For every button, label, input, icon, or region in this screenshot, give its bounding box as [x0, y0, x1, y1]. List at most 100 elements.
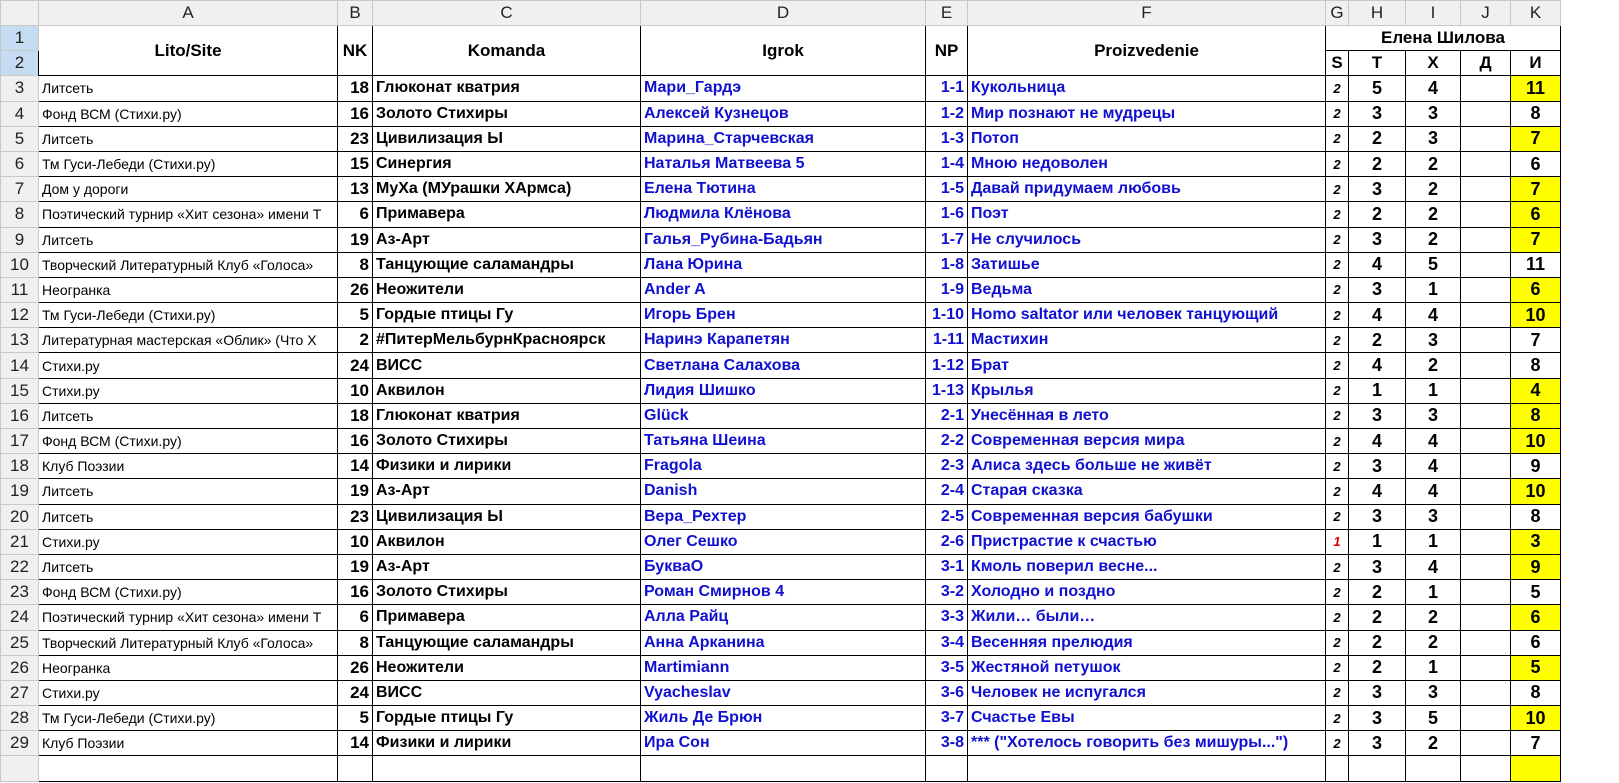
cell-s[interactable]: 2 [1325, 176, 1349, 203]
row-header[interactable]: 7 [0, 176, 39, 203]
column-header-f[interactable]: F [967, 0, 1326, 26]
cell-np[interactable]: 1-7 [925, 226, 968, 253]
cell-i[interactable]: 7 [1510, 327, 1561, 354]
cell-lito[interactable]: Литсеть [38, 553, 338, 581]
header-proizvedenie[interactable]: Proizvedenie [967, 24, 1326, 77]
row-header[interactable]: 22 [0, 553, 39, 581]
cell-d[interactable] [1460, 377, 1511, 404]
cell-work[interactable]: Ведьма [967, 276, 1326, 304]
cell-x[interactable]: 4 [1405, 553, 1461, 581]
cell-lito[interactable]: Стихи.ру [38, 679, 338, 707]
row-header[interactable]: 16 [0, 402, 39, 430]
cell-i[interactable]: 8 [1510, 679, 1561, 707]
cell-nk[interactable]: 8 [337, 251, 373, 278]
row-header[interactable]: 13 [0, 327, 39, 354]
cell-d[interactable] [1460, 201, 1511, 228]
cell-t[interactable]: 3 [1348, 503, 1406, 530]
cell-np[interactable]: 1-8 [925, 251, 968, 278]
cell-i[interactable]: 8 [1510, 503, 1561, 530]
cell-d[interactable] [1460, 251, 1511, 278]
cell-s[interactable]: 2 [1325, 276, 1349, 304]
cell-work[interactable]: Не случилось [967, 226, 1326, 253]
cell-np[interactable]: 1-3 [925, 125, 968, 152]
cell-s[interactable]: 2 [1325, 100, 1349, 127]
cell-np[interactable]: 3-6 [925, 679, 968, 707]
cell-x[interactable]: 3 [1405, 503, 1461, 530]
cell-t[interactable]: 2 [1348, 604, 1406, 631]
cell-d[interactable] [1460, 150, 1511, 178]
cell-d[interactable] [1460, 654, 1511, 681]
cell-nk[interactable]: 14 [337, 730, 373, 757]
cell-t[interactable]: 1 [1348, 528, 1406, 555]
cell-nk[interactable]: 10 [337, 377, 373, 404]
cell-x[interactable]: 4 [1405, 75, 1461, 102]
cell-nk[interactable]: 23 [337, 503, 373, 530]
column-header-c[interactable]: C [372, 0, 641, 26]
cell-komanda[interactable]: Синергия [372, 150, 641, 178]
cell-t[interactable] [1348, 755, 1406, 782]
cell-komanda[interactable]: Золото Стихиры [372, 579, 641, 606]
cell-komanda[interactable]: Цивилизация Ы [372, 503, 641, 530]
cell-d[interactable] [1460, 176, 1511, 203]
cell-nk[interactable]: 5 [337, 705, 373, 732]
cell-i[interactable]: 9 [1510, 453, 1561, 480]
cell-x[interactable]: 2 [1405, 176, 1461, 203]
cell-s[interactable]: 2 [1325, 579, 1349, 606]
cell-igrok[interactable]: Елена Тютина [640, 176, 926, 203]
cell-x[interactable]: 1 [1405, 528, 1461, 555]
row-header[interactable]: 23 [0, 579, 39, 606]
cell-komanda[interactable]: МуХа (МУрашки ХАрмса) [372, 176, 641, 203]
cell-x[interactable]: 2 [1405, 629, 1461, 656]
cell-work[interactable]: Затишье [967, 251, 1326, 278]
cell-igrok[interactable]: Игорь Брен [640, 302, 926, 329]
cell-s[interactable]: 2 [1325, 201, 1349, 228]
cell-s[interactable]: 2 [1325, 478, 1349, 505]
cell-d[interactable] [1460, 226, 1511, 253]
cell-nk[interactable]: 6 [337, 201, 373, 228]
row-header[interactable]: 28 [0, 705, 39, 732]
cell-d[interactable] [1460, 679, 1511, 707]
cell-t[interactable]: 3 [1348, 553, 1406, 581]
cell-x[interactable]: 5 [1405, 705, 1461, 732]
cell-nk[interactable]: 8 [337, 629, 373, 656]
cell-x[interactable]: 2 [1405, 604, 1461, 631]
cell-komanda[interactable]: Неожители [372, 654, 641, 681]
header-igrok[interactable]: Igrok [640, 24, 926, 77]
cell-i[interactable]: 8 [1510, 100, 1561, 127]
cell-s[interactable]: 2 [1325, 654, 1349, 681]
cell-np[interactable]: 1-10 [925, 302, 968, 329]
cell-s[interactable]: 2 [1325, 352, 1349, 379]
row-header[interactable]: 29 [0, 730, 39, 757]
cell-igrok[interactable]: Glück [640, 402, 926, 430]
cell-igrok[interactable]: Татьяна Шеина [640, 427, 926, 455]
cell-x[interactable]: 3 [1405, 100, 1461, 127]
cell-igrok[interactable]: Роман Смирнов 4 [640, 579, 926, 606]
cell-s[interactable]: 2 [1325, 679, 1349, 707]
cell-igrok[interactable]: Алексей Кузнецов [640, 100, 926, 127]
cell-i[interactable]: 6 [1510, 201, 1561, 228]
cell-igrok[interactable]: Martimiann [640, 654, 926, 681]
cell-nk[interactable]: 16 [337, 579, 373, 606]
cell-i[interactable]: 3 [1510, 528, 1561, 555]
cell-i[interactable]: 5 [1510, 579, 1561, 606]
row-header[interactable]: 21 [0, 528, 39, 555]
cell-x[interactable]: 2 [1405, 201, 1461, 228]
column-header-a[interactable]: A [38, 0, 338, 26]
cell-igrok[interactable]: Наринэ Карапетян [640, 327, 926, 354]
cell-komanda[interactable]: Аквилон [372, 377, 641, 404]
cell-work[interactable]: Холодно и поздно [967, 579, 1326, 606]
cell-komanda[interactable]: Физики и лирики [372, 730, 641, 757]
cell-d[interactable] [1460, 553, 1511, 581]
cell-lito[interactable]: Поэтический турнир «Хит сезона» имени Т [38, 201, 338, 228]
row-header[interactable]: 25 [0, 629, 39, 656]
cell-np[interactable]: 1-5 [925, 176, 968, 203]
cell-x[interactable]: 2 [1405, 226, 1461, 253]
row-header[interactable]: 15 [0, 377, 39, 404]
header-d[interactable]: Д [1460, 50, 1511, 77]
row-header[interactable]: 11 [0, 276, 39, 304]
cell-igrok[interactable]: Vyacheslav [640, 679, 926, 707]
cell-x[interactable]: 1 [1405, 579, 1461, 606]
cell-d[interactable] [1460, 604, 1511, 631]
cell-i[interactable]: 11 [1510, 75, 1561, 102]
row-header[interactable]: 24 [0, 604, 39, 631]
